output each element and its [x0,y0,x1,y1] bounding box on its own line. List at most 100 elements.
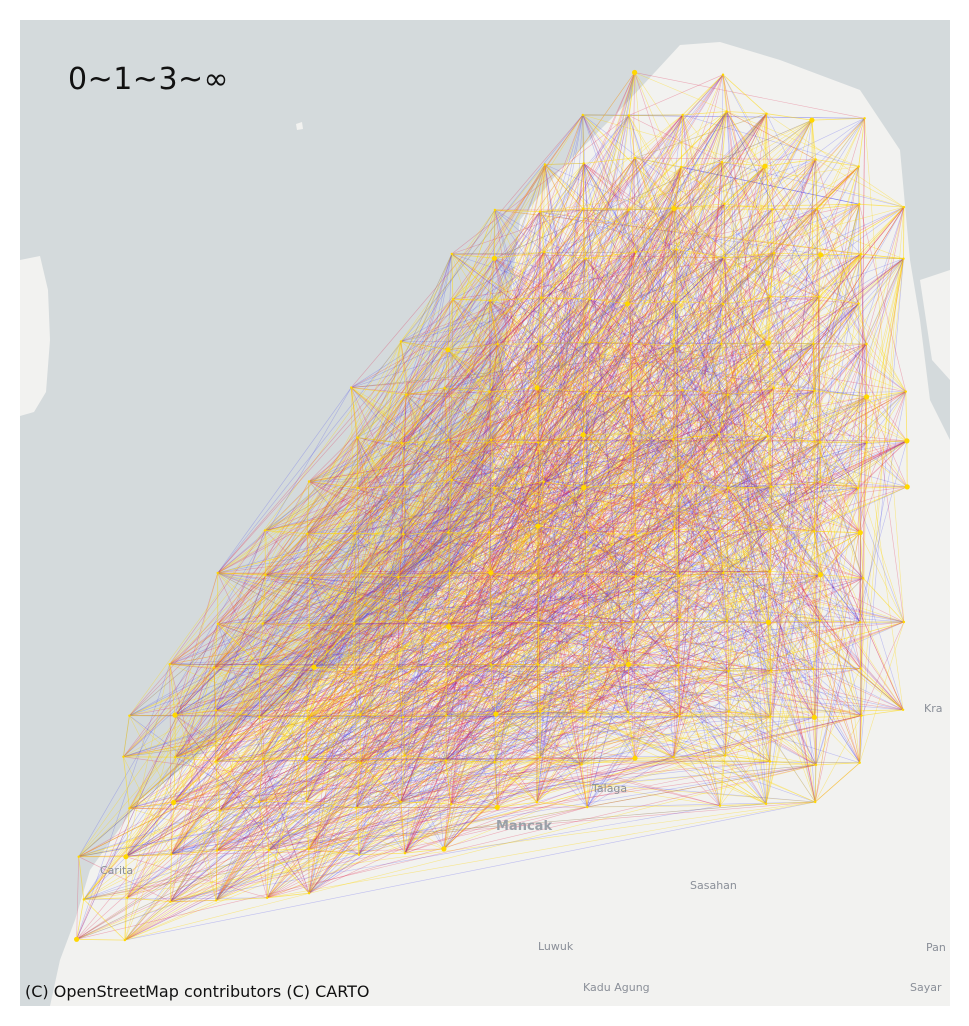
network-edge [489,300,590,668]
network-edge [489,258,586,392]
network-node [768,570,772,573]
network-edge [634,157,860,763]
network-edge [726,111,821,255]
network-edge [488,345,675,533]
network-edge [447,349,490,393]
network-edge [814,296,820,718]
network-edge [536,115,630,803]
network-edge [628,442,821,665]
network-edge [447,349,539,527]
network-node [865,342,868,346]
network-edge [539,715,862,758]
network-edge [814,254,862,391]
network-edge [308,303,859,482]
network-edge [267,801,816,899]
network-edge [583,163,821,575]
network-edge [814,530,861,533]
network-edge [630,433,681,618]
network-edge [215,532,490,762]
network-edge [627,711,767,805]
network-edge [722,74,821,621]
network-edge [539,211,675,530]
network-edge [447,349,771,572]
network-edge [262,623,361,764]
network-edge [585,258,861,623]
network-edge [718,209,773,434]
network-edge [353,619,407,673]
network-edge [353,571,361,624]
network-edge [634,157,682,168]
network-edge [633,439,674,484]
network-edge [445,664,539,761]
network-edge [582,166,859,435]
network-edge [308,387,445,626]
network-edge [308,253,453,894]
network-edge [679,709,904,717]
network-edge [537,622,540,665]
network-node [170,853,173,856]
network-edge [123,303,628,758]
network-edge [581,757,636,765]
network-edge [770,670,772,717]
network-edge [722,303,771,572]
network-edge [358,433,632,855]
network-edge [447,349,631,397]
network-edge [539,164,546,212]
network-edge [83,622,539,900]
network-edge [175,576,399,758]
network-edge [450,296,771,805]
network-edge [215,755,726,762]
network-edge [490,486,908,621]
network-edge [76,856,79,940]
network-edge [544,163,584,165]
network-edge [308,442,539,894]
network-edge [673,208,906,392]
network-edge [354,532,404,535]
network-edge [359,203,725,572]
network-node [258,715,261,719]
network-edge [83,764,817,900]
network-edge [538,531,587,623]
network-edge [722,252,775,305]
network-node [718,529,721,533]
network-edge [443,716,771,850]
network-edge [306,571,361,802]
network-edge [215,757,636,762]
network-edge [129,715,815,718]
network-edge [537,481,545,527]
network-edge [771,204,860,671]
network-edge [264,530,308,535]
network-edge [174,580,539,716]
network-edge [359,396,631,572]
network-edge [356,761,771,809]
network-edge [404,621,860,756]
network-edge [448,487,584,533]
network-edge [266,667,315,898]
network-edge [445,296,820,716]
network-edge [170,854,172,902]
network-edge [83,715,862,900]
network-edge [350,387,405,756]
network-edge [173,481,680,803]
network-edge [722,529,772,574]
network-edge [129,486,772,716]
network-node [722,571,725,575]
network-edge [449,487,495,574]
network-edge [306,253,453,719]
network-edge [449,208,675,574]
network-edge [213,667,721,806]
network-edge [718,303,859,435]
network-edge [124,119,813,941]
network-node [264,573,267,577]
network-edge [635,389,683,577]
network-node [218,809,221,812]
network-edge [582,114,821,482]
network-edge [633,617,681,623]
network-edge [582,114,904,208]
map-canvas[interactable]: Kra Talaga Mancak Sasahan Luwuk Kadu Agung Say… [20,20,950,1006]
network-edge [123,667,215,758]
network-edge [728,574,821,672]
network-edge [634,157,862,716]
network-edge [262,163,584,760]
network-edge [673,303,859,530]
